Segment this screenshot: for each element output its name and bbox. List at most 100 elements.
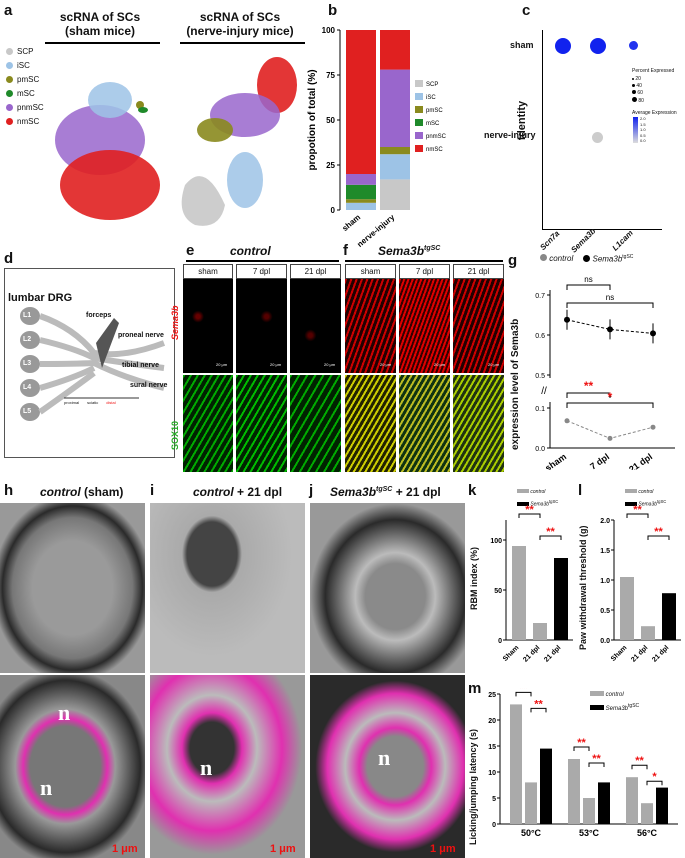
stacked-bar-segment xyxy=(380,179,410,210)
stacked-bar-segment xyxy=(380,30,410,70)
legend-swatch xyxy=(415,93,423,100)
sig-label: * xyxy=(608,390,613,404)
scale-bar-label: 1 μm xyxy=(430,843,456,855)
y-tick-label: 0.5 xyxy=(600,608,610,615)
panel-a-title-injury: scRNA of SCs (nerve-injury mice) xyxy=(186,10,294,38)
legend-swatch xyxy=(415,80,423,87)
em-image-h-top xyxy=(0,503,145,673)
bar xyxy=(662,593,676,640)
nerve-label: sural nerve xyxy=(130,382,168,389)
row-label-sema3b: Sema3b xyxy=(170,305,180,340)
stacked-bar-segment xyxy=(346,199,376,203)
ganglion-label: L1 xyxy=(23,312,32,319)
forceps-label: forceps xyxy=(86,312,112,319)
legend-swatch xyxy=(415,119,423,126)
ganglion-label: L4 xyxy=(23,384,32,391)
ganglion-label: L5 xyxy=(23,408,32,415)
stacked-bar-segment xyxy=(380,69,410,147)
legend-label: mSC xyxy=(426,121,440,127)
sig-bracket xyxy=(573,746,590,751)
divider xyxy=(45,42,160,44)
series-line-tgsc xyxy=(566,319,654,334)
panel-g-legend: control Sema3btgSC xyxy=(540,254,633,264)
panel-m-label: m xyxy=(468,680,482,697)
dot-sham-sema3b xyxy=(590,38,606,54)
sig-bracket xyxy=(566,284,611,290)
sig-label: ** xyxy=(534,698,543,710)
panel-h-label: h xyxy=(4,482,14,499)
color-legend-title: Average Expression xyxy=(632,110,677,116)
legend-swatch xyxy=(415,106,423,113)
stacked-bar-segment xyxy=(380,147,410,155)
color-legend-bar xyxy=(633,117,638,143)
panel-g-ylabel: expression level of Sema3b xyxy=(510,318,521,450)
scale-label: 20 μm xyxy=(324,362,336,367)
micrograph-f-sema3b-sham xyxy=(345,279,396,373)
divider xyxy=(345,260,503,262)
legend-swatch xyxy=(415,132,423,139)
color-legend-vals: 2.0 1.5 1.0 0.5 0.0 xyxy=(640,116,646,143)
sig-label: ** xyxy=(633,504,642,516)
em-image-j-top xyxy=(310,503,465,673)
dot-sham-scn7a xyxy=(555,38,571,54)
em-image-h-bottom xyxy=(0,675,145,858)
col-header: 21 dpl xyxy=(453,264,504,279)
bar xyxy=(641,803,653,824)
y-tick-label: 75 xyxy=(326,71,335,80)
micrograph-e-sox10-21dpl xyxy=(290,375,341,472)
bar xyxy=(525,782,537,824)
x-tick-label: sham xyxy=(340,213,362,233)
micrograph-f-merge-sham xyxy=(345,375,396,472)
y-tick-label: 10 xyxy=(488,770,496,777)
em-image-j-bottom xyxy=(310,675,465,858)
scale-label: 20 μm xyxy=(216,362,228,367)
sig-bracket xyxy=(631,764,648,770)
panel-k-legend: control Sema3btgSC xyxy=(517,488,558,510)
stacked-bar-segment xyxy=(380,154,410,180)
panel-j-title: Sema3btgSC + 21 dpl xyxy=(330,485,441,499)
y-tick-label: 0.5 xyxy=(535,373,545,380)
sig-label: ** xyxy=(592,753,601,765)
legend-label: pnmSC xyxy=(426,134,447,140)
bar xyxy=(554,558,568,640)
sig-label: ** xyxy=(525,504,534,516)
data-point-tgsc xyxy=(564,316,570,323)
panel-a-title-sham: scRNA of SCs (sham mice) xyxy=(59,10,141,38)
micrograph-e-sema3b-7dpl xyxy=(236,279,287,373)
sig-label: ** xyxy=(654,526,663,538)
data-point-control xyxy=(564,418,570,424)
panel-f-title: Sema3btgSC xyxy=(378,244,441,258)
sig-bracket xyxy=(647,535,670,540)
panel-l-legend: control Sema3btgSC xyxy=(625,488,666,510)
gene-label: Sema3b xyxy=(569,226,598,255)
size-legend-title: Percent Expressed xyxy=(632,68,675,74)
scale-label: 20 μm xyxy=(434,362,446,367)
umap-cluster-scp xyxy=(181,176,225,226)
panel-l-label: l xyxy=(578,482,583,499)
ganglion-label: L2 xyxy=(23,336,32,343)
panel-i-label: i xyxy=(150,482,155,499)
series-line-control xyxy=(566,420,654,439)
panel-c-label: c xyxy=(522,2,531,19)
sciatic-axis: proximal sciatic distal xyxy=(64,400,116,405)
col-header: sham xyxy=(345,264,396,279)
bar xyxy=(583,798,595,824)
umap-plots xyxy=(55,57,297,226)
y-tick-label: 0.0 xyxy=(535,446,545,453)
dot-injury-sema3b xyxy=(592,132,603,143)
stacked-bar-segment xyxy=(346,174,376,185)
nerve-label: tibial nerve xyxy=(122,362,159,369)
data-point-tgsc xyxy=(650,330,656,337)
sig-label: ** xyxy=(519,688,528,694)
panel-c-axes xyxy=(542,30,662,230)
x-tick-label: 21 dpl xyxy=(627,451,654,470)
micrograph-e-sox10-sham xyxy=(183,375,233,472)
data-point-control xyxy=(607,435,613,441)
umap-cluster-isc xyxy=(227,152,263,208)
x-tick-label: Sham xyxy=(502,644,520,662)
micrograph-f-sema3b-7dpl xyxy=(399,279,450,373)
